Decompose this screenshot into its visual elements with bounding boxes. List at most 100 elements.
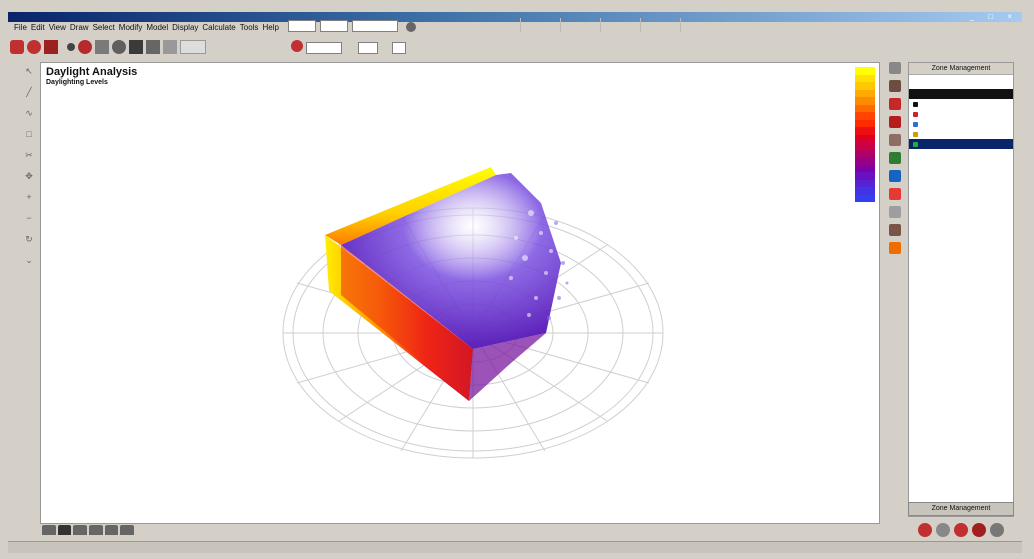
menu-item-model[interactable]: Model: [146, 23, 169, 32]
zone-icon-5[interactable]: [990, 523, 1004, 537]
render-icon[interactable]: [146, 40, 160, 54]
legend-swatch: [855, 67, 875, 75]
menu-item-file[interactable]: File: [14, 23, 27, 32]
menu-item-view[interactable]: View: [48, 23, 66, 32]
zone-item[interactable]: [909, 109, 1013, 119]
left-panel-strip[interactable]: [0, 62, 18, 502]
arrow-icon[interactable]: ↖: [25, 66, 33, 76]
combo-a[interactable]: [288, 20, 316, 32]
tool-icon[interactable]: [889, 206, 901, 218]
combo-f[interactable]: [392, 42, 406, 54]
move-icon[interactable]: ✥: [25, 171, 33, 181]
tool-icon[interactable]: [889, 170, 901, 182]
menu-item-display[interactable]: Display: [172, 23, 199, 32]
combo-b[interactable]: [320, 20, 348, 32]
save-icon[interactable]: [27, 40, 41, 54]
light-icon[interactable]: [163, 40, 177, 54]
window-controls[interactable]: _ □ ×: [969, 12, 1018, 21]
menu-item-edit[interactable]: Edit: [30, 23, 45, 32]
legend-swatch: [855, 187, 875, 195]
pan-icon[interactable]: [95, 40, 109, 54]
ribbon-tab-1[interactable]: [520, 18, 529, 32]
view-tab-1[interactable]: [42, 525, 56, 535]
legend-swatch: [855, 194, 875, 202]
camera-icon[interactable]: [129, 40, 143, 54]
open-icon[interactable]: [10, 40, 24, 54]
zone-item[interactable]: [909, 129, 1013, 139]
daylight-visualization: [282, 167, 664, 459]
tool-icon[interactable]: [889, 188, 901, 200]
select-icon[interactable]: [67, 43, 75, 51]
zoom-in-icon[interactable]: +: [26, 192, 32, 202]
curve-icon[interactable]: ∿: [25, 108, 33, 118]
legend-swatch: [855, 142, 875, 150]
legend-swatch: [855, 157, 875, 165]
paint-icon[interactable]: [291, 40, 303, 52]
zone-icon-3[interactable]: [954, 523, 968, 537]
ribbon-tab-4[interactable]: [640, 18, 649, 32]
zoom-icon[interactable]: [78, 40, 92, 54]
tool-icon[interactable]: [889, 134, 901, 146]
menu-item-select[interactable]: Select: [92, 23, 115, 32]
zone-tree-root[interactable]: [909, 89, 1013, 99]
box-icon[interactable]: □: [26, 129, 32, 139]
combo-e[interactable]: [358, 42, 378, 54]
zone-icon-1[interactable]: [918, 523, 932, 537]
zone-icon-4[interactable]: [972, 523, 986, 537]
zone-item[interactable]: [909, 119, 1013, 129]
legend-swatch: [855, 127, 875, 135]
tool-icon[interactable]: [889, 98, 901, 110]
info-icon[interactable]: [406, 22, 416, 32]
ribbon-tab-2[interactable]: [560, 18, 569, 32]
zone-icon-2[interactable]: [936, 523, 950, 537]
print-icon[interactable]: [44, 40, 58, 54]
main-toolbar: [10, 36, 209, 58]
view-tab-6[interactable]: [120, 525, 135, 535]
rotate-icon[interactable]: [112, 40, 126, 54]
line-icon[interactable]: ╱: [26, 87, 32, 97]
tool-icon[interactable]: [889, 242, 901, 254]
ribbon-tab-5[interactable]: [680, 18, 689, 32]
legend-swatch: [855, 89, 875, 97]
zone-panel-icons: [908, 520, 1014, 540]
zoom-out-icon[interactable]: −: [26, 213, 32, 223]
zone-item[interactable]: [909, 139, 1013, 149]
color-legend: [855, 67, 875, 202]
combo-d[interactable]: [306, 42, 342, 54]
zone-color-swatch: [913, 121, 918, 127]
zone-management-button[interactable]: Zone Management: [908, 502, 1014, 516]
view-tab-3[interactable]: [73, 525, 88, 535]
zone-item[interactable]: [909, 99, 1013, 109]
orbit-icon[interactable]: ↻: [25, 234, 33, 244]
zone-color-swatch: [913, 131, 918, 137]
view-tab-5[interactable]: [104, 525, 119, 535]
right-toolbar: [884, 62, 906, 282]
chevron-down-icon[interactable]: ⌄: [25, 255, 33, 265]
menu-item-help[interactable]: Help: [262, 23, 279, 32]
menu-item-tools[interactable]: Tools: [239, 23, 259, 32]
menu-item-draw[interactable]: Draw: [69, 23, 89, 32]
legend-swatch: [855, 112, 875, 120]
menu-item-modify[interactable]: Modify: [118, 23, 143, 32]
legend-swatch: [855, 134, 875, 142]
menu-bar: File Edit View Draw Select Modify Model Display…: [8, 22, 288, 34]
tool-icon[interactable]: [889, 116, 901, 128]
status-bar: [8, 541, 1022, 553]
view-tab-4[interactable]: [89, 525, 103, 535]
tool-icon[interactable]: [889, 80, 901, 92]
analysis-viewport[interactable]: Daylight Analysis Daylighting Levels: [40, 62, 880, 524]
ribbon-tab-3[interactable]: [600, 18, 609, 32]
zone-color-swatch: [913, 101, 918, 107]
menu-item-calculate[interactable]: Calculate: [202, 23, 236, 32]
analysis-title: Daylight Analysis: [46, 66, 138, 78]
view-tab-2[interactable]: [57, 525, 72, 535]
cut-icon[interactable]: ✂: [25, 150, 33, 160]
tool-icon[interactable]: [889, 152, 901, 164]
zone-list: [909, 99, 1013, 149]
combo-c[interactable]: [352, 20, 398, 32]
legend-swatch: [855, 119, 875, 127]
tool-icon[interactable]: [889, 224, 901, 236]
title-bar: _ □ ×: [8, 12, 1022, 22]
layer-icon[interactable]: [180, 40, 206, 54]
tool-icon[interactable]: [889, 62, 901, 74]
